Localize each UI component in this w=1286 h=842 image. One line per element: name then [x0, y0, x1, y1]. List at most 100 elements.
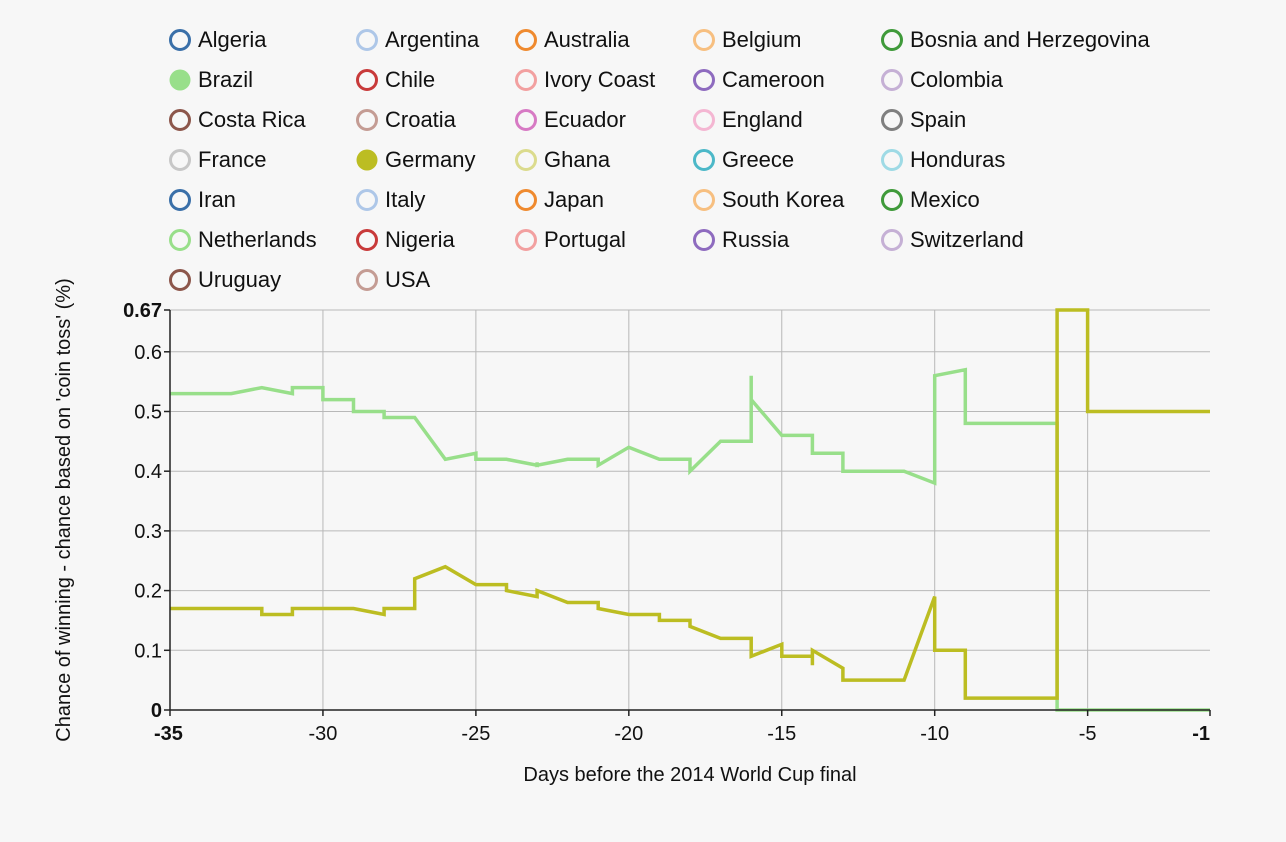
legend-item[interactable]: Ivory Coast [515, 67, 656, 92]
legend-marker [693, 109, 715, 131]
x-axis-label: Days before the 2014 World Cup final [523, 764, 856, 786]
legend-label: Chile [385, 67, 435, 92]
legend-item[interactable]: Russia [693, 227, 791, 252]
legend-item[interactable]: Ecuador [515, 107, 626, 132]
legend-marker [356, 269, 378, 291]
legend-label: South Korea [722, 187, 845, 212]
legend-item[interactable]: Ghana [515, 147, 611, 172]
legend-marker [356, 149, 378, 171]
y-tick-label: 0.2 [134, 581, 162, 603]
legend-marker [169, 269, 191, 291]
y-tick-label: 0.4 [134, 461, 162, 483]
legend-marker [693, 29, 715, 51]
legend-marker [356, 229, 378, 251]
legend-label: Bosnia and Herzegovina [910, 27, 1150, 52]
legend-item[interactable]: Bosnia and Herzegovina [881, 27, 1151, 52]
x-tick-label: -5 [1079, 723, 1097, 745]
legend-item[interactable]: South Korea [693, 187, 846, 212]
legend-item[interactable]: Germany [356, 147, 476, 172]
legend-label: Ivory Coast [544, 67, 655, 92]
y-axis-label: Chance of winning - chance based on 'coi… [53, 278, 75, 741]
legend-label: Mexico [910, 187, 980, 212]
legend-item[interactable]: Iran [169, 187, 236, 212]
legend-label: Australia [544, 27, 630, 52]
legend-marker [169, 189, 191, 211]
legend-item[interactable]: Argentina [356, 27, 480, 52]
legend-marker [169, 229, 191, 251]
legend-item[interactable]: Costa Rica [169, 107, 307, 132]
legend-item[interactable]: Portugal [515, 227, 626, 252]
legend-label: Portugal [544, 227, 626, 252]
legend-label: Ecuador [544, 107, 626, 132]
legend-label: Spain [910, 107, 966, 132]
legend-marker [881, 69, 903, 91]
legend-marker [881, 109, 903, 131]
series-line-brazil [170, 367, 1210, 712]
legend-item[interactable]: England [693, 107, 803, 132]
legend-label: Switzerland [910, 227, 1024, 252]
legend-item[interactable]: Cameroon [693, 67, 825, 92]
legend-item[interactable]: France [169, 147, 267, 172]
legend-marker [356, 69, 378, 91]
legend-label: USA [385, 267, 431, 292]
legend-label: Italy [385, 187, 425, 212]
axes: 0 0.1 0.2 0.3 0.4 0.5 0.6 0.67 -35 -30 -25 -20 -15 -1… [123, 300, 1211, 745]
legend-marker [693, 229, 715, 251]
legend-marker [881, 149, 903, 171]
legend-label: Japan [544, 187, 604, 212]
legend-marker [515, 29, 537, 51]
legend-item[interactable]: Japan [515, 187, 604, 212]
legend-marker [693, 69, 715, 91]
x-tick-label: -10 [920, 723, 949, 745]
y-tick-label: 0.3 [134, 521, 162, 543]
legend-item[interactable]: Spain [881, 107, 967, 132]
legend-label: Nigeria [385, 227, 455, 252]
legend-item[interactable]: Australia [515, 27, 631, 52]
legend-marker [356, 109, 378, 131]
y-tick-label: 0.1 [134, 640, 162, 662]
legend-item[interactable]: Chile [356, 67, 436, 92]
legend-item[interactable]: Uruguay [169, 267, 282, 292]
legend-item[interactable]: Netherlands [169, 227, 317, 252]
legend-label: Argentina [385, 27, 480, 52]
legend-label: Honduras [910, 147, 1005, 172]
legend-item[interactable]: Mexico [881, 187, 980, 212]
legend-item[interactable]: Belgium [693, 27, 802, 52]
legend-item[interactable]: Italy [356, 187, 426, 212]
y-tick-label: 0.6 [134, 342, 162, 364]
x-tick-label: -30 [308, 723, 337, 745]
legend-label: Russia [722, 227, 790, 252]
legend-marker [169, 29, 191, 51]
legend-marker [515, 189, 537, 211]
legend-marker [515, 149, 537, 171]
y-tick-label: 0 [151, 700, 162, 722]
legend-marker [881, 29, 903, 51]
legend-marker [356, 189, 378, 211]
legend-item[interactable]: Colombia [881, 67, 1004, 92]
legend-marker [169, 109, 191, 131]
legend-marker [693, 149, 715, 171]
legend-label: Belgium [722, 27, 801, 52]
legend-marker [356, 29, 378, 51]
legend-marker [169, 149, 191, 171]
legend-item[interactable]: Switzerland [881, 227, 1024, 252]
x-tick-label: -1 [1192, 723, 1210, 745]
legend-item[interactable]: Brazil [169, 67, 254, 92]
legend-item[interactable]: Algeria [169, 27, 268, 52]
legend-item[interactable]: Croatia [356, 107, 457, 132]
legend-item[interactable]: Nigeria [356, 227, 456, 252]
legend-item[interactable]: Greece [693, 147, 795, 172]
legend-marker [693, 189, 715, 211]
series-line-germany [170, 308, 1210, 700]
legend-marker [515, 229, 537, 251]
legend-item[interactable]: USA [356, 267, 431, 292]
grid [170, 309, 1210, 710]
legend-marker [881, 189, 903, 211]
y-tick-label: 0.5 [134, 401, 162, 423]
legend-marker [515, 69, 537, 91]
legend-marker [169, 69, 191, 91]
legend-label: Algeria [198, 27, 267, 52]
legend-item[interactable]: Honduras [881, 147, 1006, 172]
y-tick-label: 0.67 [123, 300, 162, 322]
